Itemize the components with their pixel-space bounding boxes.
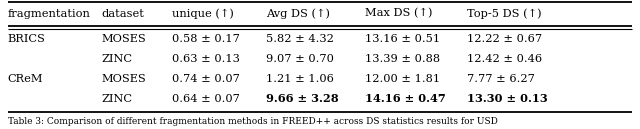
Text: 12.42 ± 0.46: 12.42 ± 0.46 bbox=[467, 54, 542, 64]
Text: 0.63 ± 0.13: 0.63 ± 0.13 bbox=[172, 54, 239, 64]
Text: 0.64 ± 0.07: 0.64 ± 0.07 bbox=[172, 94, 239, 104]
Text: 12.00 ± 1.81: 12.00 ± 1.81 bbox=[365, 74, 440, 84]
Text: unique (↑): unique (↑) bbox=[172, 8, 234, 19]
Text: CReM: CReM bbox=[8, 74, 43, 84]
Text: MOSES: MOSES bbox=[101, 74, 146, 84]
Text: Max DS (↑): Max DS (↑) bbox=[365, 8, 432, 19]
Text: 9.07 ± 0.70: 9.07 ± 0.70 bbox=[266, 54, 333, 64]
Text: 13.30 ± 0.13: 13.30 ± 0.13 bbox=[467, 93, 548, 104]
Text: 13.39 ± 0.88: 13.39 ± 0.88 bbox=[365, 54, 440, 64]
Text: 14.16 ± 0.47: 14.16 ± 0.47 bbox=[365, 93, 445, 104]
Text: 5.82 ± 4.32: 5.82 ± 4.32 bbox=[266, 34, 333, 44]
Text: fragmentation: fragmentation bbox=[8, 9, 90, 19]
Text: 13.16 ± 0.51: 13.16 ± 0.51 bbox=[365, 34, 440, 44]
Text: 0.58 ± 0.17: 0.58 ± 0.17 bbox=[172, 34, 239, 44]
Text: Top-5 DS (↑): Top-5 DS (↑) bbox=[467, 8, 542, 19]
Text: Table 3: Comparison of different fragmentation methods in FREED++ across DS stat: Table 3: Comparison of different fragmen… bbox=[8, 117, 497, 126]
Text: 12.22 ± 0.67: 12.22 ± 0.67 bbox=[467, 34, 542, 44]
Text: ZINC: ZINC bbox=[101, 94, 132, 104]
Text: 0.74 ± 0.07: 0.74 ± 0.07 bbox=[172, 74, 239, 84]
Text: dataset: dataset bbox=[101, 9, 144, 19]
Text: Avg DS (↑): Avg DS (↑) bbox=[266, 8, 330, 19]
Text: BRICS: BRICS bbox=[8, 34, 45, 44]
Text: ZINC: ZINC bbox=[101, 54, 132, 64]
Text: 1.21 ± 1.06: 1.21 ± 1.06 bbox=[266, 74, 333, 84]
Text: 9.66 ± 3.28: 9.66 ± 3.28 bbox=[266, 93, 338, 104]
Text: MOSES: MOSES bbox=[101, 34, 146, 44]
Text: 7.77 ± 6.27: 7.77 ± 6.27 bbox=[467, 74, 535, 84]
